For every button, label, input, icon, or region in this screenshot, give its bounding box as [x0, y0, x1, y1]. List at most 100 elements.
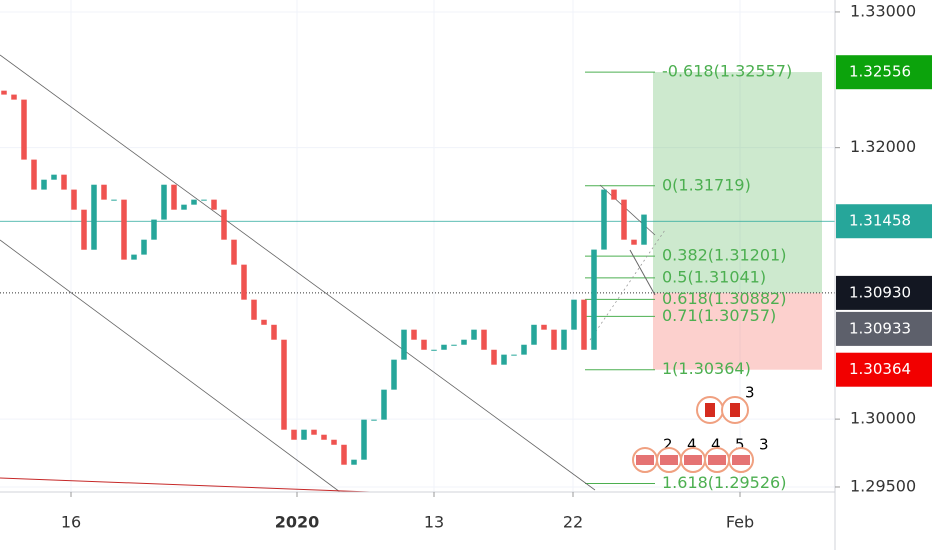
candle: [111, 199, 117, 201]
candle: [351, 459, 357, 465]
candle: [71, 189, 77, 210]
us-flag: [732, 455, 750, 465]
projection: [589, 229, 666, 341]
trend-line: [0, 477, 371, 493]
fib-label: 0.382(1.31201): [662, 246, 786, 265]
candle: [551, 329, 557, 350]
price-tag: [836, 311, 932, 346]
grid: [0, 0, 835, 492]
candle: [221, 209, 227, 240]
candle: [151, 219, 157, 240]
candle: [191, 199, 197, 205]
event-count[interactable]: 4: [711, 436, 721, 454]
fib-label: 1(1.30364): [662, 359, 751, 378]
candle: [621, 199, 627, 240]
candle: [421, 339, 427, 350]
candle: [511, 354, 517, 356]
event-count[interactable]: 4: [687, 436, 697, 454]
candle: [501, 354, 507, 365]
candle: [581, 299, 587, 350]
candle: [251, 299, 257, 320]
candle: [271, 324, 277, 340]
fib-label: -0.618(1.32557): [662, 62, 792, 81]
us-flag: [684, 455, 702, 465]
price-tag: [836, 204, 932, 239]
candle: [371, 419, 377, 421]
candle: [51, 174, 57, 180]
event-icons: 3: [696, 384, 755, 424]
fib-label: 0.618(1.30882): [662, 289, 786, 308]
candle: [461, 339, 467, 345]
candle: [301, 429, 307, 440]
candle: [531, 324, 537, 345]
price-tag: [836, 55, 932, 90]
candle: [131, 254, 137, 260]
candle: [161, 184, 167, 220]
candle: [561, 329, 567, 350]
candle: [1, 90, 7, 95]
candle: [281, 339, 287, 430]
candle: [431, 349, 437, 351]
candle: [521, 344, 527, 355]
x-tick-label: 13: [424, 513, 444, 532]
candle: [361, 419, 367, 460]
profit-zone: [653, 72, 822, 293]
candle: [591, 249, 597, 350]
candle: [211, 199, 217, 210]
candle: [631, 239, 637, 245]
candle: [101, 184, 107, 200]
us-flag: [636, 455, 654, 465]
candle: [471, 329, 477, 340]
event-count[interactable]: 3: [759, 436, 769, 454]
candle: [611, 189, 617, 200]
price-tag: [836, 352, 932, 387]
fib-label: 0.71(1.30757): [662, 306, 776, 325]
candle: [261, 319, 267, 325]
candle: [11, 94, 17, 100]
candle: [81, 209, 87, 250]
price-tag-label: 1.32556: [849, 63, 911, 81]
candle: [541, 324, 547, 330]
candle: [241, 264, 247, 300]
y-tick-label: 1.32000: [850, 137, 916, 156]
event-count[interactable]: 3: [745, 384, 755, 402]
candle: [121, 199, 127, 260]
x-tick-label: 2020: [275, 513, 320, 532]
candle: [341, 444, 347, 465]
trend-line: [0, 239, 341, 493]
event-count[interactable]: 2: [663, 436, 673, 454]
us-flag: [660, 455, 678, 465]
candle: [291, 429, 297, 440]
candle: [331, 439, 337, 445]
candle: [21, 99, 27, 160]
price-tag-label: 1.30933: [849, 319, 911, 337]
candle: [321, 434, 327, 440]
candle: [171, 184, 177, 210]
y-tick-label: 1.30000: [850, 409, 916, 428]
price-tag-label: 1.31458: [849, 212, 911, 230]
candle: [641, 214, 647, 245]
price-tag: [836, 275, 932, 310]
candle: [61, 174, 67, 190]
candle: [31, 159, 37, 190]
candle: [201, 199, 207, 201]
candle: [601, 189, 607, 250]
candle: [451, 344, 457, 346]
candle: [231, 239, 237, 265]
price-tag-label: 1.30930: [849, 283, 911, 301]
plot: [1, 90, 647, 465]
candle: [391, 359, 397, 390]
candle: [91, 184, 97, 250]
y-tick-label: 1.33000: [850, 1, 916, 20]
candle: [481, 329, 487, 350]
price-tag-label: 1.30364: [849, 360, 911, 378]
loss-zone: [653, 292, 822, 370]
candle: [411, 329, 417, 340]
arrow: [629, 249, 656, 296]
candle: [401, 329, 407, 360]
x-tick-label: 16: [61, 513, 81, 532]
fib-label: 0(1.31719): [662, 175, 751, 194]
event-count[interactable]: 5: [735, 436, 745, 454]
